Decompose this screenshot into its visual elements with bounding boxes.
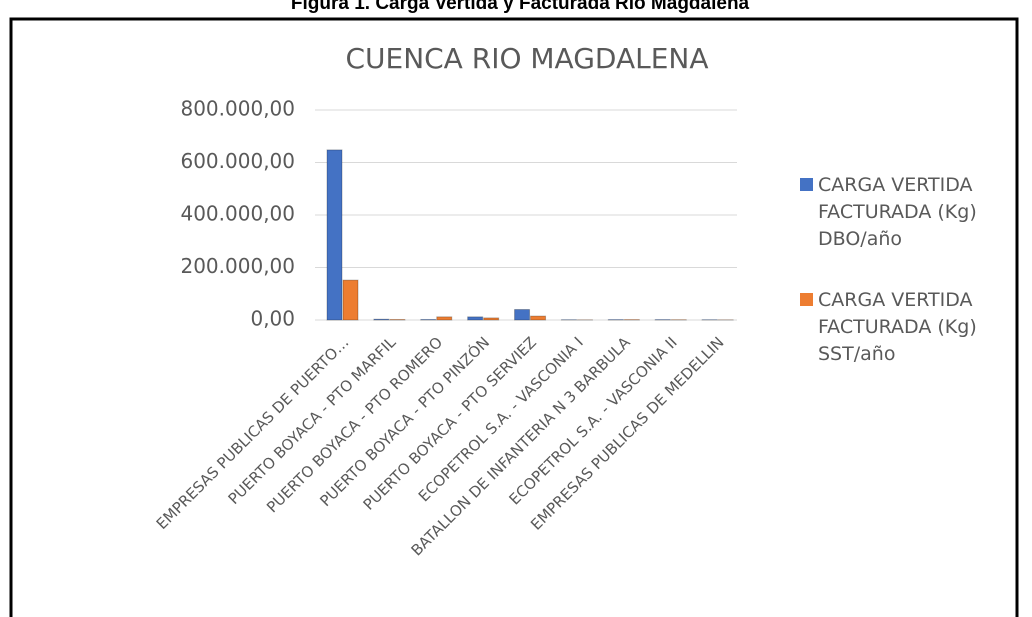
y-tick-label: 800.000,00 [180, 97, 295, 121]
y-tick-label: 600.000,00 [180, 149, 295, 173]
bar [326, 149, 343, 321]
legend-swatch [800, 178, 813, 191]
bar [389, 318, 406, 321]
bar [483, 317, 500, 321]
x-tick-label: ECOPETROL S.A. - VASCONIA II [506, 333, 681, 508]
bar [373, 318, 390, 321]
legend-label: CARGA VERTIDA FACTURADA (Kg) SST/año [818, 289, 977, 365]
legend-label: CARGA VERTIDA FACTURADA (Kg) DBO/año [818, 174, 977, 250]
bar [436, 316, 453, 321]
x-tick-label: PUERTO BOYACA - PTO SERVIEZ [360, 333, 540, 513]
y-tick-label: 0,00 [250, 307, 295, 331]
caption: Figura 1. Carga Vertida y Facturada Río … [291, 0, 750, 14]
bar [467, 316, 484, 321]
bar [420, 318, 437, 321]
y-tick-label: 400.000,00 [180, 202, 295, 226]
frame [9, 17, 1019, 617]
x-tick-label: PUERTO BOYACA - PTO MARFIL [225, 333, 400, 508]
x-tick-label: BATALLON DE INFANTERIA N 3 BARBULA [408, 333, 635, 560]
x-tick-label: PUERTO BOYACA - PTO PINZÓN [316, 333, 494, 511]
legend-swatch [800, 293, 813, 306]
bar [342, 279, 359, 321]
bar [514, 309, 531, 321]
bar [530, 315, 547, 321]
y-tick-label: 200.000,00 [180, 254, 295, 278]
chart-title: CUENCA RIO MAGDALENA [345, 42, 708, 75]
